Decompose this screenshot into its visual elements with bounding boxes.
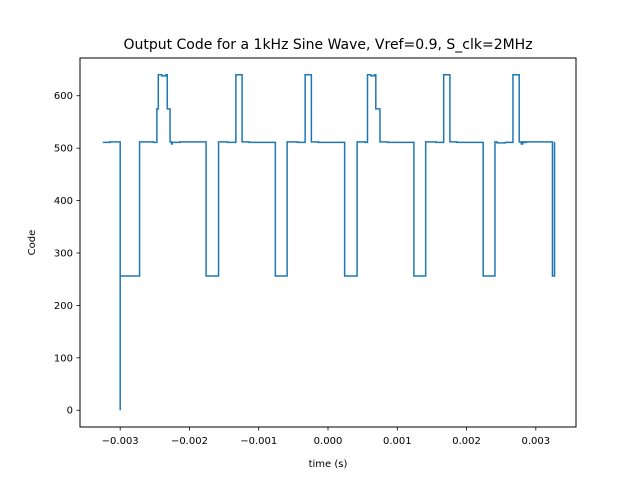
x-tick-label: 0.002 [452,436,481,447]
plot-area [102,74,556,411]
x-tick-label: 0.000 [314,436,343,447]
series-0 [102,74,556,411]
y-tick-label: 200 [54,301,73,312]
x-tick-label: −0.001 [240,436,277,447]
y-tick-label: 500 [54,144,73,155]
y-tick-label: 600 [54,91,73,102]
y-tick-label: 400 [54,196,73,207]
y-axis-label: Code [27,230,38,256]
y-tick-label: 300 [54,248,73,259]
x-tick-label: 0.003 [522,436,551,447]
x-axis-label: time (s) [309,459,348,470]
y-tick-label: 0 [67,406,73,417]
x-tick-label: 0.001 [383,436,412,447]
x-tick-label: −0.003 [102,436,139,447]
ticks: −0.003 −0.002 −0.001 0.000 0.001 0.002 0.003 0 1… [54,91,550,447]
y-tick-label: 100 [54,353,73,364]
series-line [102,74,556,411]
chart-title: Output Code for a 1kHz Sine Wave, Vref=0… [123,37,532,53]
x-tick-label: −0.002 [171,436,208,447]
